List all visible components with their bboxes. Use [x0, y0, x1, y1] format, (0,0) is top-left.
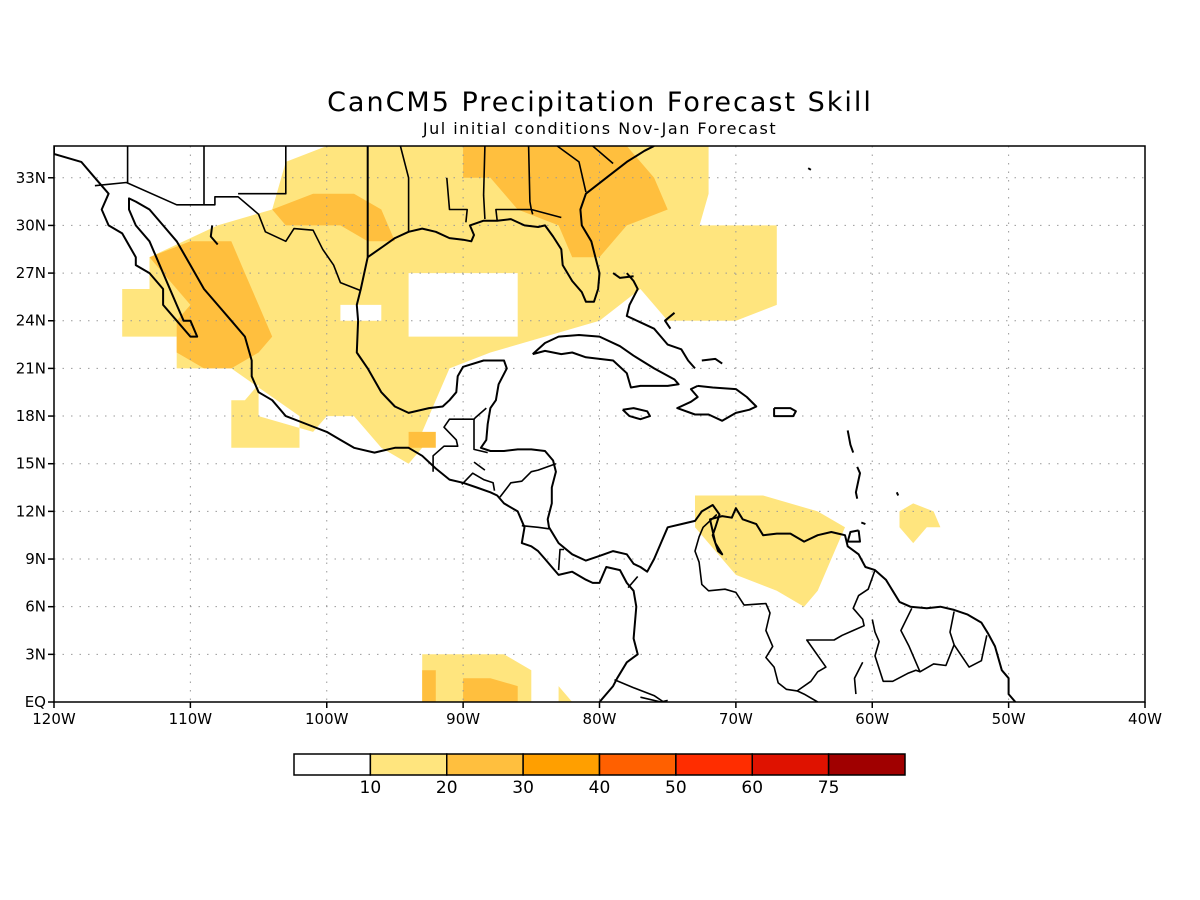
lat-tick-label: 12N [16, 502, 46, 520]
coastline [612, 272, 634, 279]
colorbar-swatch [827, 753, 906, 776]
colorbar-swatch [751, 753, 830, 776]
figure-subtitle: Jul initial conditions Nov-Jan Forecast [422, 119, 777, 138]
colorbar-legend: 10 20 30 40 50 60 75 [293, 753, 906, 798]
colorbar-swatch [446, 753, 524, 776]
country-border [900, 607, 955, 673]
country-border [871, 619, 921, 683]
lon-tick-label: 70W [719, 710, 753, 728]
lat-tick-label: 27N [16, 264, 46, 282]
skill-region-20-30-7 [272, 193, 395, 242]
political-borders [94, 146, 988, 702]
lat-tick-label: 15N [16, 455, 46, 473]
colorbar-swatch [522, 753, 601, 776]
lon-tick-label: 80W [583, 710, 617, 728]
coastline [532, 334, 680, 389]
country-border [694, 513, 876, 692]
skill-region-20-30-10 [463, 678, 518, 702]
colorbar-swatch [675, 753, 753, 776]
colorbar-label: 50 [665, 778, 687, 798]
lat-tick-label: 18N [16, 407, 46, 425]
coastline [846, 430, 855, 453]
skill-region-10-20-5 [558, 686, 573, 702]
lon-tick-label: 110W [169, 710, 213, 728]
coastline [807, 167, 812, 171]
skill-region-20-30-11 [408, 431, 436, 448]
lat-tick-label: 9N [25, 550, 46, 568]
country-border [592, 146, 614, 165]
colorbar-swatch [369, 753, 448, 776]
figure-title: CanCM5 Precipitation Forecast Skill [327, 87, 873, 118]
map-area: 120W 110W 100W 90W 80W 70W 60W 50W 40W EQ 3N 6N 9N 1… [16, 145, 1162, 728]
country-border [461, 472, 496, 491]
colorbar-swatch [293, 753, 372, 776]
skill-shading-layer [122, 146, 941, 702]
country-border [557, 548, 564, 571]
country-border [530, 208, 562, 219]
coastline [895, 491, 900, 496]
skill-region-10-20-2 [695, 495, 845, 607]
colorbar-label: 40 [589, 778, 611, 798]
coastline [625, 272, 696, 370]
coastline [54, 146, 96, 179]
country-border [432, 407, 487, 472]
latitude-ticks: EQ 3N 6N 9N 12N 15N 18N 21N 24N 27N 30N 33N [16, 169, 54, 711]
coastlines [54, 146, 1017, 702]
colorbar-label: 20 [436, 778, 458, 798]
no-skill-patch-0 [408, 273, 518, 337]
coastline [773, 407, 797, 418]
coastline [846, 529, 861, 543]
country-border [399, 146, 410, 232]
lat-tick-label: 6N [25, 598, 46, 616]
longitude-ticks: 120W 110W 100W 90W 80W 70W 60W 50W 40W [32, 702, 1162, 728]
lon-tick-label: 100W [305, 710, 349, 728]
lon-tick-label: 120W [32, 710, 76, 728]
coastline [701, 357, 723, 365]
no-skill-patch-1 [340, 304, 382, 321]
coastline [209, 225, 219, 246]
country-border [521, 524, 550, 530]
skill-region-20-30-8 [463, 146, 668, 258]
colorbar-label: 60 [741, 778, 763, 798]
lat-tick-label: 3N [25, 645, 46, 663]
country-border [556, 146, 587, 193]
coastline [367, 146, 655, 303]
country-border [853, 661, 864, 695]
country-border [94, 181, 362, 292]
country-border [473, 419, 488, 454]
lon-tick-label: 50W [992, 710, 1026, 728]
country-border [238, 146, 287, 195]
lat-tick-label: 21N [16, 359, 46, 377]
country-border [796, 690, 819, 702]
coastline [854, 466, 861, 499]
coastline [355, 146, 1017, 702]
lon-tick-label: 90W [446, 710, 480, 728]
lat-tick-label: EQ [25, 693, 46, 711]
lon-tick-label: 40W [1128, 710, 1162, 728]
country-border [473, 461, 486, 471]
lat-tick-label: 24N [16, 312, 46, 330]
coastline [860, 521, 866, 526]
lon-tick-label: 60W [855, 710, 889, 728]
skill-region-10-20-3 [899, 503, 941, 544]
lat-tick-label: 30N [16, 216, 46, 234]
coastline [94, 177, 639, 702]
country-border [614, 679, 665, 702]
coastline [622, 407, 651, 421]
country-border [446, 177, 469, 223]
coastline [676, 384, 758, 422]
lat-tick-label: 33N [16, 169, 46, 187]
skill-region-20-30-9 [422, 670, 436, 702]
country-border [499, 462, 557, 498]
country-border [953, 635, 988, 668]
country-border [482, 146, 486, 220]
colorbar-swatch [598, 753, 677, 776]
colorbar-label: 10 [360, 778, 382, 798]
colorbar-label: 75 [818, 778, 840, 798]
country-border [640, 696, 668, 702]
colorbar-label: 30 [512, 778, 534, 798]
coastline [664, 312, 676, 330]
